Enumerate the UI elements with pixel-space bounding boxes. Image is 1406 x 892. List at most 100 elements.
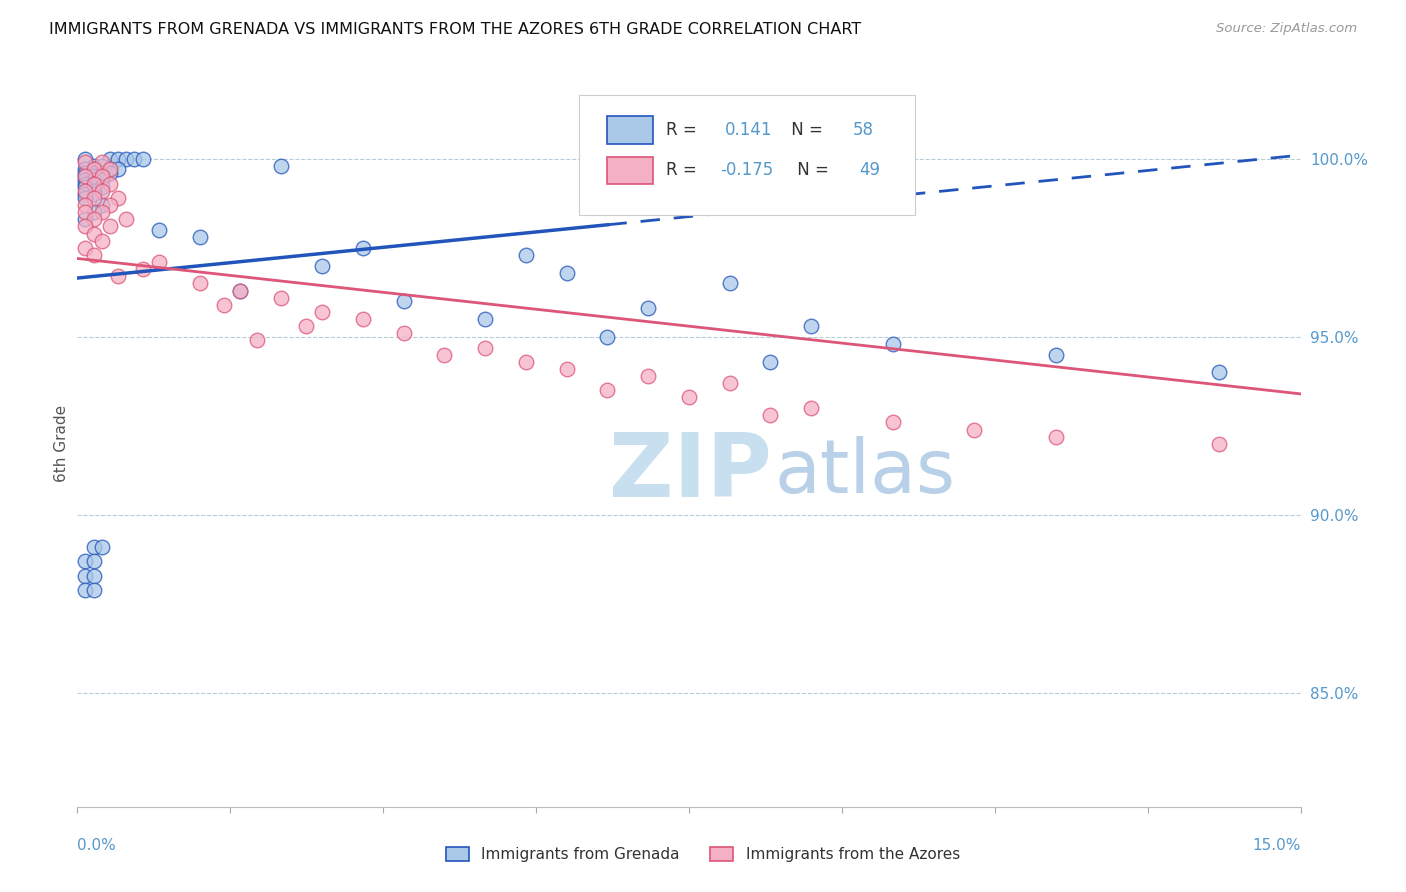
Point — [555, 266, 578, 280]
Point — [131, 262, 153, 277]
Point — [83, 540, 105, 554]
Point — [107, 191, 129, 205]
Point — [98, 162, 121, 177]
Point — [294, 319, 316, 334]
Point — [212, 298, 235, 312]
Point — [90, 184, 112, 198]
Point — [596, 330, 619, 344]
Point — [1208, 436, 1230, 450]
Point — [90, 173, 112, 187]
Point — [90, 169, 112, 184]
Point — [759, 355, 782, 369]
Point — [75, 180, 97, 194]
Point — [270, 291, 292, 305]
Point — [83, 554, 105, 568]
Point — [83, 227, 105, 241]
Point — [83, 177, 105, 191]
Point — [107, 162, 129, 177]
Point — [515, 248, 537, 262]
Point — [474, 341, 496, 355]
Text: R =: R = — [665, 120, 702, 139]
Point — [98, 152, 121, 166]
Point — [83, 177, 105, 191]
FancyBboxPatch shape — [579, 95, 915, 215]
Point — [352, 241, 374, 255]
Point — [75, 177, 97, 191]
Point — [392, 294, 415, 309]
Point — [759, 409, 782, 423]
Point — [75, 155, 97, 169]
Point — [90, 540, 112, 554]
Point — [83, 582, 105, 597]
Point — [83, 187, 105, 202]
Text: R =: R = — [665, 161, 702, 179]
Point — [83, 568, 105, 582]
Text: 58: 58 — [853, 120, 875, 139]
Point — [311, 305, 333, 319]
Text: N =: N = — [792, 161, 834, 179]
Point — [90, 155, 112, 169]
Point — [75, 212, 97, 227]
Point — [98, 198, 121, 212]
Text: 49: 49 — [859, 161, 880, 179]
Point — [83, 248, 105, 262]
Text: ZIP: ZIP — [609, 429, 772, 516]
Point — [83, 162, 105, 177]
Point — [75, 568, 97, 582]
Point — [75, 166, 97, 180]
Point — [75, 169, 97, 184]
Point — [188, 230, 211, 244]
Point — [90, 159, 112, 173]
Point — [1208, 366, 1230, 380]
Point — [515, 355, 537, 369]
Point — [882, 337, 904, 351]
Point — [311, 259, 333, 273]
Point — [75, 191, 97, 205]
Point — [124, 152, 146, 166]
Point — [75, 173, 97, 187]
Point — [90, 166, 112, 180]
Point — [98, 177, 121, 191]
Point — [98, 219, 121, 234]
Point — [718, 277, 741, 291]
Y-axis label: 6th Grade: 6th Grade — [53, 405, 69, 483]
Text: IMMIGRANTS FROM GRENADA VS IMMIGRANTS FROM THE AZORES 6TH GRADE CORRELATION CHAR: IMMIGRANTS FROM GRENADA VS IMMIGRANTS FR… — [49, 22, 862, 37]
Point — [83, 162, 105, 177]
Legend: Immigrants from Grenada, Immigrants from the Azores: Immigrants from Grenada, Immigrants from… — [440, 841, 966, 868]
Point — [800, 401, 823, 416]
Point — [148, 223, 170, 237]
Point — [474, 312, 496, 326]
Text: -0.175: -0.175 — [721, 161, 773, 179]
Point — [98, 166, 121, 180]
Point — [596, 384, 619, 398]
Point — [75, 187, 97, 202]
Point — [392, 326, 415, 341]
Point — [107, 152, 129, 166]
Point — [433, 348, 456, 362]
Point — [83, 205, 105, 219]
Text: 0.0%: 0.0% — [77, 838, 117, 853]
Point — [229, 284, 252, 298]
Point — [678, 391, 700, 405]
Point — [83, 159, 105, 173]
Point — [75, 152, 97, 166]
Point — [75, 162, 97, 177]
Point — [270, 159, 292, 173]
Point — [75, 169, 97, 184]
Text: atlas: atlas — [775, 436, 956, 509]
Point — [83, 191, 105, 205]
Text: N =: N = — [786, 120, 828, 139]
Point — [83, 169, 105, 184]
Point — [1045, 430, 1067, 444]
FancyBboxPatch shape — [607, 157, 654, 185]
Point — [148, 255, 170, 269]
Point — [75, 198, 97, 212]
Point — [131, 152, 153, 166]
Point — [90, 180, 112, 194]
Point — [83, 166, 105, 180]
Point — [90, 205, 112, 219]
Point — [246, 334, 269, 348]
Point — [555, 362, 578, 376]
Point — [90, 198, 112, 212]
Point — [188, 277, 211, 291]
